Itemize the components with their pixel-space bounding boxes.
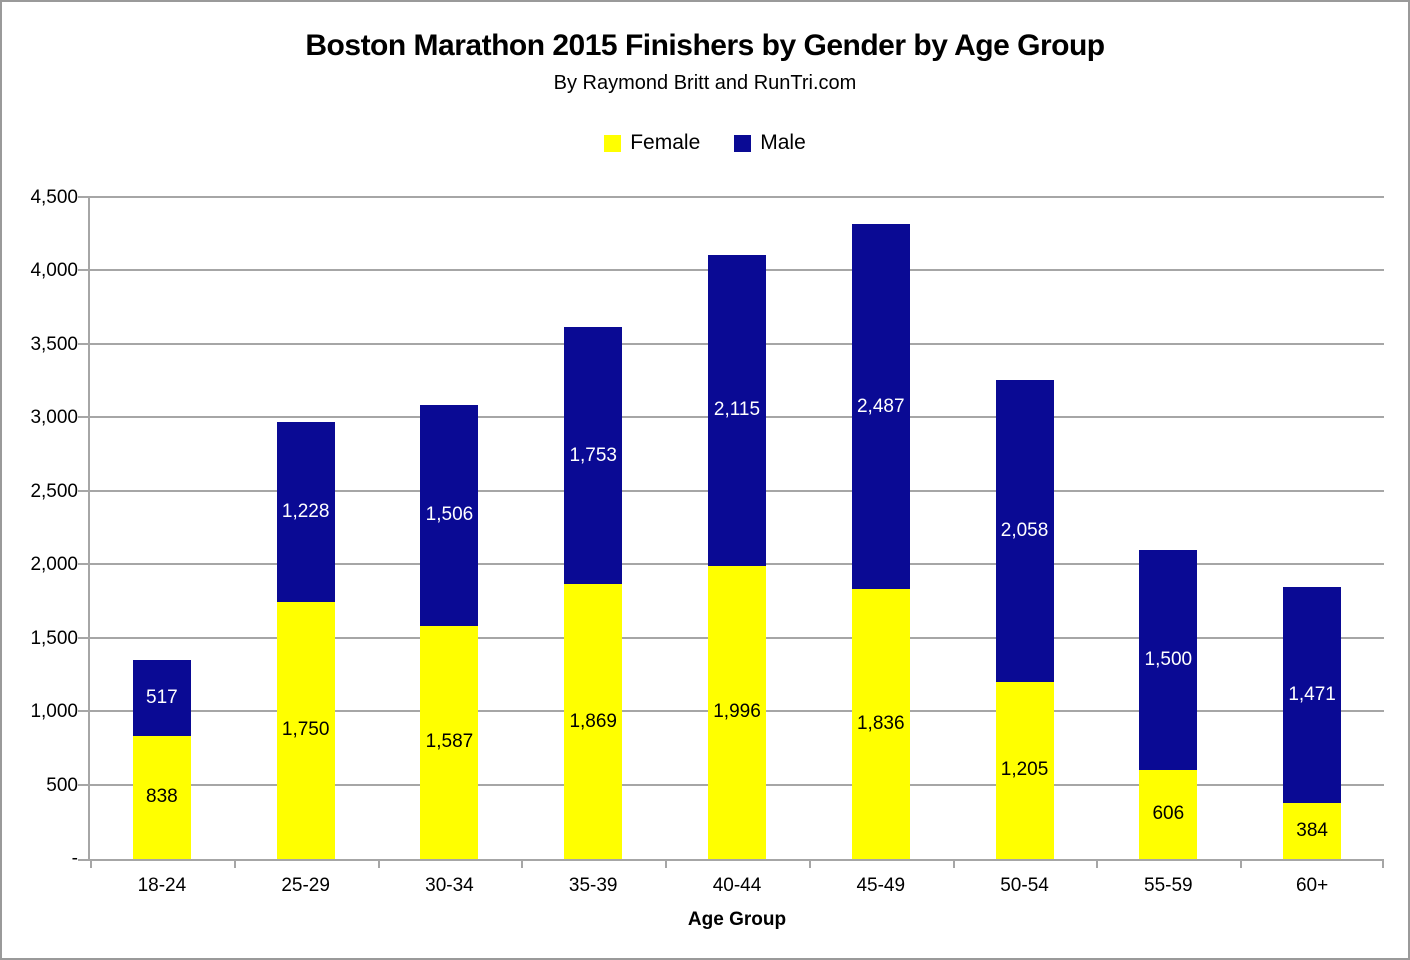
legend-label: Male — [760, 131, 806, 154]
male-bar-segment: 2,115 — [708, 255, 766, 566]
legend-item-male: Male — [734, 131, 806, 155]
x-category-label: 45-49 — [856, 875, 906, 896]
female-value-label: 384 — [1296, 819, 1328, 841]
x-axis-tick — [378, 859, 380, 868]
y-axis-tick — [78, 783, 90, 786]
legend-swatch-icon — [734, 134, 752, 152]
female-bar-segment: 606 — [1139, 769, 1198, 859]
y-axis-tick — [78, 636, 90, 639]
male-value-label: 1,471 — [1288, 683, 1336, 705]
x-category-label: 18-24 — [137, 875, 187, 896]
y-axis-tick — [78, 710, 90, 713]
female-value-label: 1,836 — [856, 713, 905, 735]
male-value-label: 517 — [146, 686, 178, 708]
y-tick-label: 1,000 — [30, 701, 78, 723]
y-axis-tick — [78, 196, 90, 198]
legend-swatch-icon — [604, 134, 622, 152]
female-bar-segment: 384 — [1283, 802, 1342, 859]
female-value-label: 1,587 — [425, 731, 474, 753]
gridline — [90, 196, 1384, 198]
x-axis-line — [90, 859, 1384, 861]
male-value-label: 1,506 — [425, 504, 474, 526]
legend-item-female: Female — [604, 131, 700, 155]
male-value-label: 1,500 — [1144, 648, 1193, 670]
x-category-label: 30-34 — [425, 875, 474, 896]
female-bar-segment: 1,996 — [708, 565, 766, 859]
female-value-label: 1,869 — [569, 710, 617, 732]
male-bar-segment: 1,753 — [564, 326, 623, 585]
x-axis-tick — [1240, 859, 1242, 868]
plot-area: 838 517 1,750 1,228 1,587 1,506 1,869 1,753 1,99… — [78, 196, 1384, 868]
male-bar-segment: 517 — [132, 659, 191, 736]
y-tick-label: 4,500 — [30, 187, 78, 208]
x-axis-tick — [234, 859, 236, 868]
y-tick-label: 2,500 — [30, 480, 78, 502]
male-bar-segment: 1,500 — [1139, 549, 1198, 770]
female-bar-segment: 1,750 — [276, 601, 335, 859]
female-bar-segment: 1,869 — [564, 584, 623, 859]
y-axis-tick — [78, 859, 90, 861]
bar-group-55-59: 606 1,500 — [1139, 198, 1198, 859]
female-value-label: 838 — [146, 786, 178, 808]
female-value-label: 1,750 — [281, 719, 330, 741]
x-axis-tick — [90, 859, 92, 868]
legend-label: Female — [630, 131, 701, 154]
bar-group-45-49: 1,836 2,487 — [851, 198, 910, 859]
x-axis-title: Age Group — [687, 909, 787, 930]
male-bar-segment: 1,228 — [276, 421, 335, 602]
male-bar-segment: 2,058 — [995, 379, 1054, 682]
chart-subtitle: By Raymond Britt and RunTri.com — [553, 72, 857, 94]
bar-group-60+: 384 1,471 — [1283, 198, 1342, 859]
x-category-label: 50-54 — [1000, 875, 1049, 896]
x-axis-tick — [521, 859, 523, 868]
y-axis-line — [88, 198, 90, 859]
x-category-label: 55-59 — [1144, 875, 1193, 896]
bar-group-25-29: 1,750 1,228 — [276, 198, 335, 859]
y-axis-tick — [78, 489, 90, 492]
y-axis-tick — [78, 342, 90, 345]
female-bar-segment: 838 — [132, 735, 191, 859]
y-tick-label: 3,500 — [30, 333, 78, 355]
bar-group-30-34: 1,587 1,506 — [420, 198, 479, 859]
x-axis-tick — [1096, 859, 1098, 868]
y-tick-label: 2,000 — [30, 554, 78, 576]
x-axis-tick — [665, 859, 667, 868]
x-axis-tick — [953, 859, 955, 868]
bar-group-40-44: 1,996 2,115 — [708, 198, 766, 859]
y-axis-tick — [78, 563, 90, 566]
bar-group-35-39: 1,869 1,753 — [564, 198, 623, 859]
male-bar-segment: 1,471 — [1283, 586, 1342, 803]
male-bar-segment: 1,506 — [420, 404, 479, 626]
female-value-label: 606 — [1152, 803, 1185, 825]
male-value-label: 2,487 — [856, 395, 905, 417]
male-bar-segment: 2,487 — [851, 223, 910, 590]
y-tick-label: 1,500 — [30, 627, 78, 649]
chart-title: Boston Marathon 2015 Finishers by Gender… — [305, 29, 1105, 62]
male-value-label: 2,115 — [713, 399, 761, 421]
x-category-label: 35-39 — [568, 875, 618, 896]
bar-group-18-24: 838 517 — [132, 198, 191, 859]
female-value-label: 1,996 — [713, 701, 761, 723]
y-tick-label: 3,000 — [30, 407, 78, 429]
x-category-label: 40-44 — [712, 875, 762, 896]
x-category-label: 60+ — [1295, 875, 1329, 896]
y-tick-label: 4,000 — [30, 260, 78, 282]
male-value-label: 2,058 — [1000, 519, 1049, 541]
y-axis-tick — [78, 416, 90, 419]
male-value-label: 1,753 — [569, 444, 617, 466]
x-axis-tick — [809, 859, 811, 868]
x-axis-tick — [1382, 859, 1384, 868]
female-value-label: 1,205 — [1000, 759, 1049, 781]
male-value-label: 1,228 — [281, 500, 330, 522]
bar-group-50-54: 1,205 2,058 — [995, 198, 1054, 859]
y-tick-label: 500 — [46, 774, 78, 796]
female-bar-segment: 1,205 — [995, 681, 1054, 859]
y-tick-label: - — [71, 848, 78, 869]
x-category-label: 25-29 — [281, 875, 330, 896]
legend: Female Male — [2, 131, 1408, 155]
female-bar-segment: 1,836 — [851, 589, 910, 859]
y-axis-tick — [78, 269, 90, 272]
female-bar-segment: 1,587 — [420, 625, 479, 859]
